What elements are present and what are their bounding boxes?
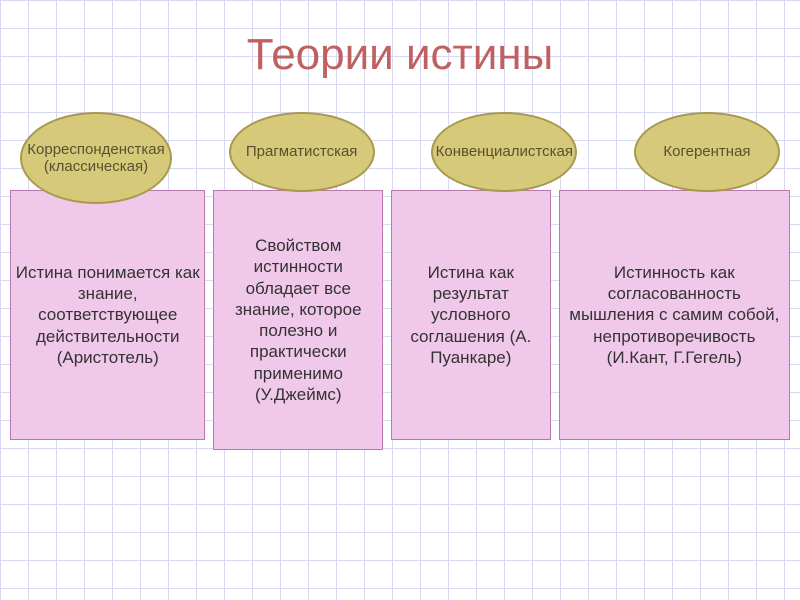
theory-node-correspondent: Корреспонденсткая (классическая) — [20, 112, 172, 204]
theory-node-conventional: Конвенциалистская — [431, 112, 577, 192]
theory-node-pragmatic: Прагматистская — [229, 112, 375, 192]
page-title: Теории истины — [0, 30, 800, 80]
theory-node-coherent: Когерентная — [634, 112, 780, 192]
desc-box-coherent: Истинность как согласованность мышления … — [559, 190, 790, 440]
desc-box-conventional: Истина как результат условного соглашени… — [391, 190, 551, 440]
theories-row: Корреспонденсткая (классическая) Прагмат… — [20, 112, 780, 204]
desc-box-pragmatic: Свойством истинности обладает все знание… — [213, 190, 383, 450]
desc-box-correspondent: Истина понимается как знание, соответств… — [10, 190, 205, 440]
descriptions-row: Истина понимается как знание, соответств… — [10, 190, 790, 450]
